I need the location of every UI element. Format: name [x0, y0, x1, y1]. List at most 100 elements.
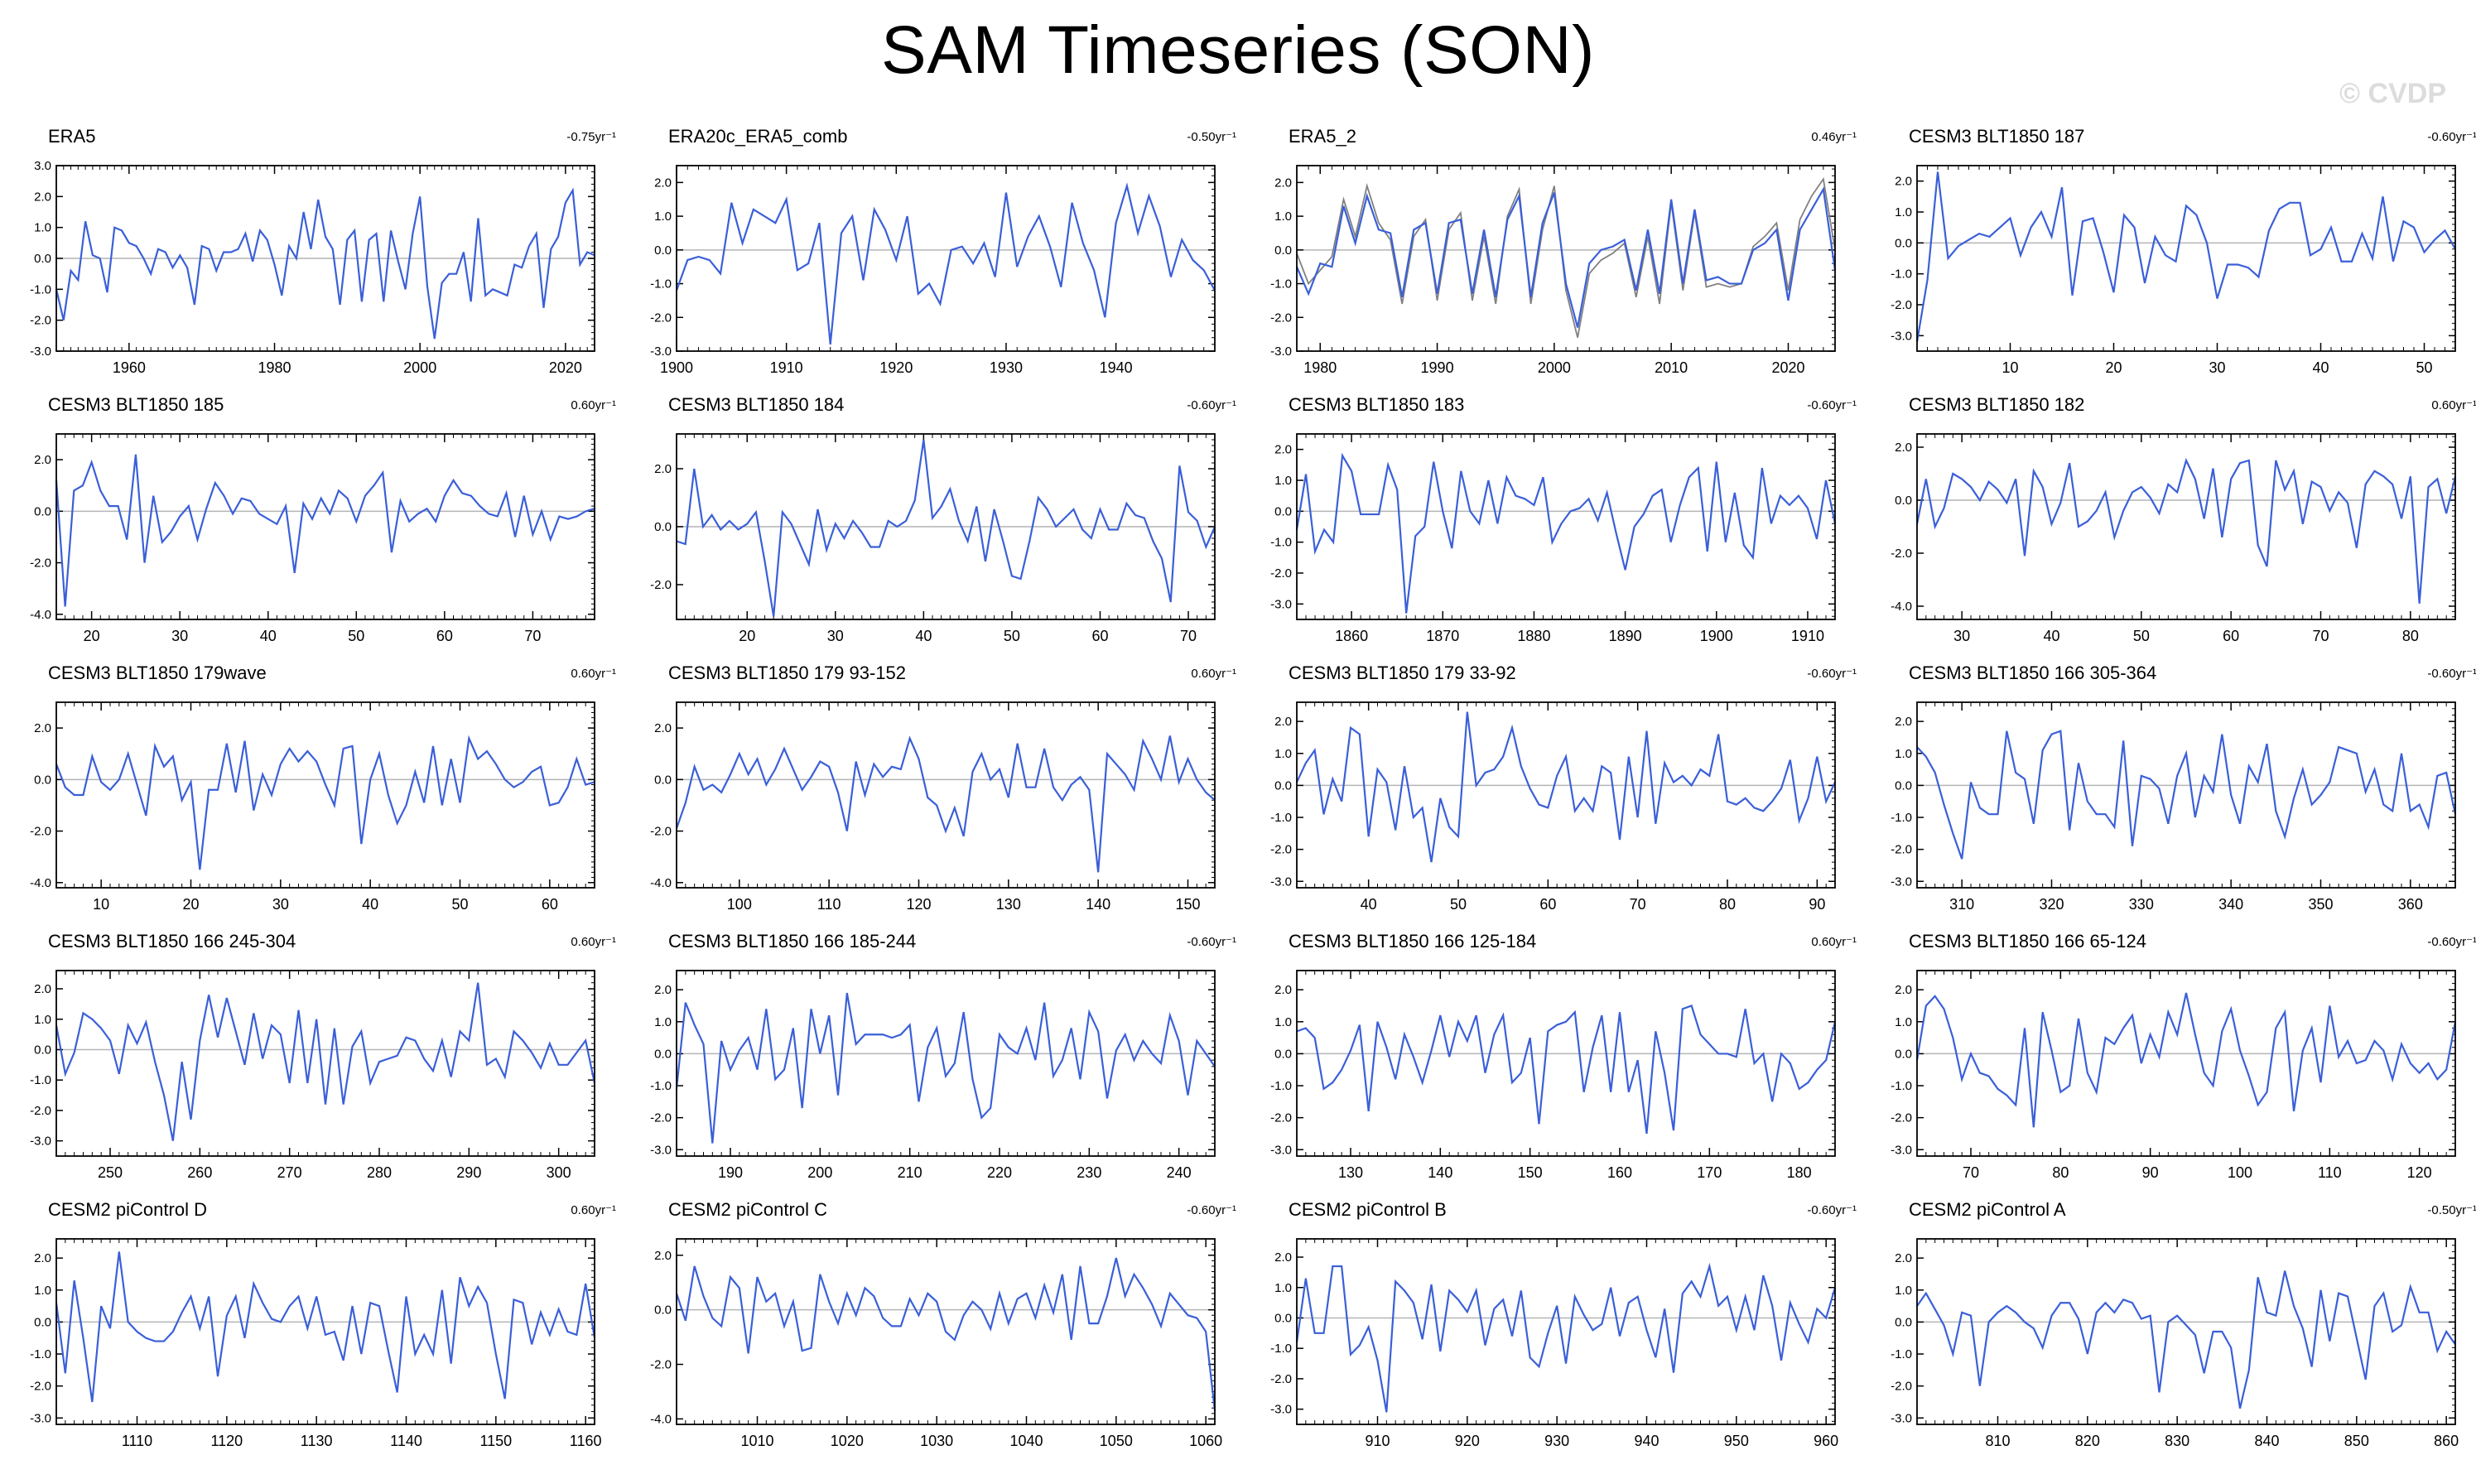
x-tick-label: 350 [2308, 896, 2333, 913]
y-tick-label: 1.0 [654, 210, 672, 224]
y-tick-label: -1.0 [1891, 1079, 1912, 1093]
x-tick-label: 70 [524, 628, 541, 644]
x-tick-label: 310 [1949, 896, 1974, 913]
plot-frame [55, 701, 595, 889]
x-tick-label: 1880 [1517, 628, 1550, 644]
panel-trend-label: 0.46yr⁻¹ [1811, 130, 1857, 144]
y-tick-label: -3.0 [30, 1411, 51, 1425]
y-tick-label: -1.0 [1891, 267, 1912, 282]
y-tick-label: 1.0 [1274, 1015, 1292, 1029]
plot-frame [1916, 165, 2456, 352]
line-chart: 250 260 270 280 290 300 2.0 1.0 0.0 -1.0 -2.0 -3.0 [30, 970, 596, 1181]
series-line [675, 182, 1216, 344]
series-line [1296, 711, 1836, 863]
page-title: SAM Timeseries (SON) [881, 12, 1595, 88]
x-tick-label: 1130 [301, 1433, 333, 1449]
x-tick-label: 300 [547, 1164, 571, 1181]
series-line [55, 454, 595, 607]
y-tick-label: 2.0 [1274, 983, 1292, 997]
x-tick-label: 30 [272, 896, 289, 913]
y-tick-label: 0.0 [654, 1303, 672, 1318]
x-tick-label: 1060 [1189, 1433, 1222, 1449]
x-tick-label: 1160 [570, 1433, 602, 1449]
x-tick-label: 50 [2133, 628, 2150, 644]
y-tick-label: 1.0 [1895, 1284, 1912, 1298]
x-tick-label: 280 [367, 1164, 392, 1181]
series-line [675, 735, 1216, 873]
x-tick-label: 270 [277, 1164, 302, 1181]
x-tick-label: 1930 [990, 359, 1023, 376]
y-tick-label: 0.0 [1274, 1047, 1292, 1061]
x-tick-label: 1890 [1609, 628, 1642, 644]
x-tick-label: 330 [2129, 896, 2154, 913]
x-tick-label: 1910 [770, 359, 803, 376]
panel-title: CESM2 piControl B [1289, 1199, 1447, 1220]
chart-panel: ERA5 -0.75yr⁻¹ 1960 1980 2000 2020 3.0 2.0 1.0 0.… [23, 126, 619, 391]
panel-trend-label: -0.60yr⁻¹ [1187, 398, 1236, 412]
panel-title: CESM3 BLT1850 184 [668, 394, 845, 415]
y-tick-label: 1.0 [1274, 210, 1292, 224]
x-tick-label: 1870 [1426, 628, 1459, 644]
panel-title: CESM3 BLT1850 179 93-152 [668, 662, 906, 683]
panel-title: CESM3 BLT1850 182 [1909, 394, 2085, 415]
y-tick-label: -2.0 [1891, 298, 1912, 312]
panel-title: CESM3 BLT1850 166 245-304 [48, 931, 296, 952]
plot-frame [676, 970, 1216, 1157]
x-tick-label: 90 [2142, 1164, 2159, 1181]
panel-title: CESM3 BLT1850 185 [48, 394, 224, 415]
x-tick-label: 2010 [1655, 359, 1688, 376]
y-tick-label: 2.0 [654, 176, 672, 190]
x-tick-label: 1860 [1335, 628, 1368, 644]
x-tick-label: 120 [906, 896, 931, 913]
line-chart: 1960 1980 2000 2020 3.0 2.0 1.0 0.0 -1.0 -2.0 -3.0 [30, 159, 595, 376]
x-tick-label: 60 [542, 896, 558, 913]
y-tick-label: 1.0 [1274, 747, 1292, 761]
x-tick-label: 860 [2434, 1433, 2459, 1449]
y-tick-label: -1.0 [650, 1079, 672, 1093]
y-tick-label: 2.0 [1274, 715, 1292, 729]
y-tick-label: -3.0 [1891, 329, 1912, 343]
y-tick-label: -2.0 [1891, 547, 1912, 561]
chart-panel: CESM2 piControl D 0.60yr⁻¹ 1110 1120 1130 114… [23, 1199, 619, 1464]
x-tick-label: 910 [1365, 1433, 1390, 1449]
x-tick-label: 820 [2075, 1433, 2100, 1449]
y-tick-label: -1.0 [1891, 1347, 1912, 1361]
x-tick-label: 70 [1963, 1164, 1979, 1181]
y-tick-label: -1.0 [1270, 536, 1292, 550]
y-tick-label: 0.0 [1274, 1311, 1292, 1325]
series-line [55, 735, 595, 870]
y-tick-label: 1.0 [1895, 205, 1912, 219]
y-tick-label: 0.0 [1895, 1047, 1912, 1061]
x-tick-label: 1900 [660, 359, 693, 376]
y-tick-label: 0.0 [1895, 778, 1912, 793]
plot-frame [55, 1238, 595, 1425]
x-tick-label: 130 [996, 896, 1021, 913]
y-tick-label: -3.0 [1270, 874, 1292, 889]
plot-frame [676, 433, 1216, 620]
series-line [1915, 992, 2457, 1128]
y-tick-label: 0.0 [34, 773, 51, 787]
y-tick-label: 1.0 [1895, 1015, 1912, 1029]
y-tick-label: -3.0 [1270, 597, 1292, 611]
x-tick-label: 1920 [879, 359, 913, 376]
line-chart: 190 200 210 220 230 240 2.0 1.0 0.0 -1.0 -2.0 -3.0 [650, 970, 1216, 1181]
y-tick-label: -3.0 [30, 1135, 51, 1149]
y-tick-label: 2.0 [1895, 175, 1912, 189]
y-tick-label: 2.0 [1274, 443, 1292, 457]
y-tick-label: -4.0 [1891, 600, 1912, 614]
line-chart: 1010 1020 1030 1040 1050 1060 2.0 0.0 -2.0 -4.0 [650, 1238, 1222, 1449]
x-tick-label: 260 [187, 1164, 212, 1181]
line-chart: 130 140 150 160 170 180 2.0 1.0 0.0 -1.0 -2.0 -3.0 [1270, 970, 1837, 1181]
panel-title: CESM3 BLT1850 179wave [48, 662, 267, 683]
x-tick-label: 170 [1697, 1164, 1722, 1181]
y-tick-label: 1.0 [34, 1013, 51, 1027]
x-tick-label: 200 [807, 1164, 832, 1181]
x-tick-label: 960 [1814, 1433, 1838, 1449]
x-tick-label: 2020 [1771, 359, 1804, 376]
chart-panel: CESM3 BLT1850 179wave 0.60yr⁻¹ 10 20 30 40 50 6… [23, 662, 619, 928]
y-tick-label: -2.0 [1270, 1372, 1292, 1386]
x-tick-label: 290 [456, 1164, 481, 1181]
x-tick-label: 70 [1180, 628, 1197, 644]
plot-frame [1916, 970, 2456, 1157]
plot-frame [1296, 165, 1836, 352]
